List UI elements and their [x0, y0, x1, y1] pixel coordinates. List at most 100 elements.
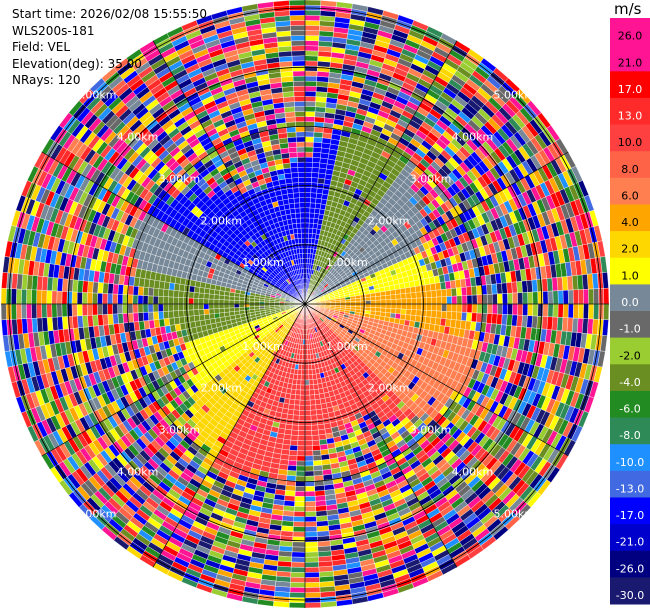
ray-gate-bin	[311, 177, 319, 184]
ray-gate-bin	[471, 294, 478, 305]
ray-gate-bin	[497, 293, 503, 305]
ray-gate-bin	[304, 243, 309, 249]
ray-gate-bin	[345, 301, 351, 305]
ray-gate-bin	[562, 290, 569, 305]
ray-gate-bin	[311, 434, 320, 441]
ray-gate-bin	[295, 475, 306, 482]
ray-gate-bin	[296, 460, 306, 467]
ray-gate-bin	[304, 75, 318, 82]
ray-gate-bin	[588, 303, 594, 320]
ray-gate-bin	[304, 561, 319, 568]
ray-gate-bin	[301, 369, 306, 376]
ray-gate-bin	[390, 294, 397, 300]
ray-gate-bin	[537, 303, 544, 317]
ray-gate-bin	[310, 419, 318, 426]
ray-gate-bin	[416, 303, 422, 311]
ray-gate-bin	[375, 299, 382, 305]
ray-gate-bin	[395, 303, 402, 310]
ray-gate-bin	[512, 292, 518, 305]
ray-gate-bin	[296, 374, 302, 381]
ray-gate-bin	[304, 197, 311, 203]
ray-gate-bin	[593, 303, 600, 320]
ray-gate-bin	[306, 339, 310, 345]
ray-gate-bin	[300, 379, 306, 386]
ray-gate-bin	[501, 282, 508, 294]
ray-gate-bin	[291, 546, 306, 553]
ray-gate-bin	[492, 303, 498, 315]
ray-gate-bin	[287, 460, 297, 467]
field-label: Field: VEL	[12, 40, 71, 54]
ray-gate-bin	[309, 384, 315, 391]
ray-gate-bin	[299, 394, 306, 401]
ray-gate-bin	[420, 309, 427, 317]
ray-gate-bin	[426, 303, 432, 311]
ray-gate-bin	[293, 511, 306, 517]
ray-gate-bin	[487, 303, 493, 314]
ray-gate-bin	[365, 303, 372, 308]
ray-gate-bin	[309, 399, 316, 406]
ray-gate-bin	[294, 491, 306, 497]
ray-gate-bin	[304, 106, 316, 112]
ray-gate-bin	[410, 292, 417, 299]
ray-gate-bin	[304, 405, 311, 411]
ray-gate-bin	[291, 551, 306, 558]
scan-info: Start time: 2026/02/08 15:55:50 WLS200s-…	[12, 6, 207, 89]
ray-gate-bin	[291, 561, 306, 568]
ray-gate-bin	[304, 217, 310, 224]
ray-gate-bin	[497, 303, 503, 315]
ray-gate-bin	[304, 60, 318, 67]
ray-gate-bin	[476, 294, 483, 305]
ray-gate-bin	[297, 440, 306, 447]
ray-gate-bin	[304, 344, 308, 350]
ray-gate-bin	[374, 291, 381, 297]
ray-gate-bin	[285, 485, 296, 492]
ray-gate-bin	[542, 291, 549, 305]
ray-gate-bin	[310, 187, 318, 194]
ray-gate-bin	[399, 313, 406, 321]
ray-gate-bin	[291, 424, 299, 431]
ray-gate-bin	[304, 445, 313, 452]
ray-gate-bin	[320, 0, 337, 7]
ray-gate-bin	[292, 536, 306, 543]
ray-gate-bin	[304, 501, 316, 507]
ray-gate-bin	[389, 289, 396, 296]
ray-gate-bin	[456, 287, 463, 297]
ray-gate-bin	[294, 394, 301, 401]
ray-gate-bin	[370, 300, 377, 305]
ray-gate-bin	[304, 248, 309, 254]
ray-gate-bin	[283, 500, 295, 507]
ray-gate-bin	[309, 207, 316, 214]
ray-gate-bin	[522, 303, 529, 316]
ray-gate-bin	[295, 384, 301, 391]
ray-gate-bin	[294, 399, 301, 406]
ray-gate-bin	[370, 296, 376, 301]
ray-gate-bin	[304, 394, 311, 401]
ray-gate-bin	[304, 136, 314, 143]
ray-gate-bin	[286, 470, 297, 477]
ray-gate-bin	[315, 505, 327, 512]
ray-gate-bin	[527, 303, 534, 317]
ray-gate-bin	[311, 368, 317, 375]
ray-gate-bin	[304, 45, 319, 52]
ray-gate-bin	[304, 20, 320, 26]
ray-gate-bin	[315, 408, 323, 416]
ray-gate-bin	[400, 293, 407, 300]
ray-gate-bin	[304, 516, 317, 523]
ray-gate-bin	[298, 420, 306, 426]
ray-gate-bin	[307, 359, 312, 365]
ray-gate-bin	[304, 526, 318, 533]
ray-gate-bin	[304, 151, 314, 158]
ray-gate-bin	[414, 315, 422, 323]
ray-gate-bin	[532, 291, 539, 305]
ray-gate-bin	[471, 285, 478, 296]
ray-gate-bin	[296, 450, 306, 457]
ray-gate-bin	[304, 566, 320, 573]
ray-gate-bin	[421, 303, 427, 311]
ray-gate-bin	[287, 408, 295, 416]
ray-gate-bin	[315, 500, 327, 507]
ray-gate-bin	[304, 25, 320, 31]
ray-gate-bin	[355, 303, 361, 308]
ray-gate-bin	[304, 582, 320, 588]
ray-gate-bin	[304, 9, 321, 16]
ray-gate-bin	[313, 388, 320, 395]
